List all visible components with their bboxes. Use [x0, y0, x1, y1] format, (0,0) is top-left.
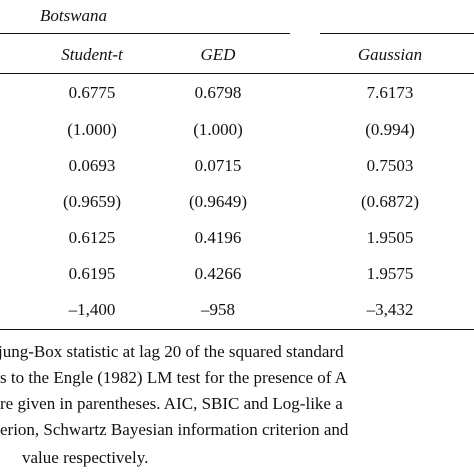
footnote-line: s to the Engle (1982) LM test for the pr… — [0, 368, 347, 387]
table-cell: 0.6195 — [68, 264, 116, 283]
table-cell: 0.6798 — [194, 83, 242, 102]
column-header: GED — [200, 45, 236, 64]
rule — [320, 33, 474, 35]
column-header: Student-t — [61, 45, 123, 64]
table-cell: 1.9505 — [366, 228, 414, 247]
footnote-line: re given in parentheses. AIC, SBIC and L… — [0, 394, 343, 413]
table-cell: 0.0715 — [194, 156, 242, 175]
table-cell: (0.9649) — [188, 192, 248, 211]
rule — [0, 329, 474, 331]
table-cell: 0.7503 — [366, 156, 414, 175]
table-cell: (0.6872) — [360, 192, 420, 211]
table-cell: (0.994) — [365, 120, 415, 139]
country-label: Botswana — [40, 6, 108, 25]
column-header: Gaussian — [357, 45, 423, 64]
table-cell: 0.6125 — [68, 228, 116, 247]
rule — [0, 73, 474, 75]
table-cell: 1.9575 — [366, 264, 414, 283]
table-cell: 7.6173 — [366, 83, 414, 102]
table-cell: 0.6775 — [68, 83, 116, 102]
rule — [0, 33, 290, 35]
table-cell: –958 — [201, 300, 235, 319]
footnote-line: erion, Schwartz Bayesian information cri… — [0, 420, 349, 439]
table-cell: 0.0693 — [68, 156, 116, 175]
table-cell: (0.9659) — [62, 192, 122, 211]
table-cell: 0.4196 — [194, 228, 242, 247]
table-cell: 0.4266 — [194, 264, 242, 283]
footnote-line: jung-Box statistic at lag 20 of the squa… — [0, 342, 344, 361]
table-cell: –1,400 — [68, 300, 116, 319]
table-cell: (1.000) — [67, 120, 117, 139]
footnote-line: value respectively. — [22, 448, 149, 467]
table-cell: –3,432 — [366, 300, 414, 319]
table-cell: (1.000) — [193, 120, 243, 139]
